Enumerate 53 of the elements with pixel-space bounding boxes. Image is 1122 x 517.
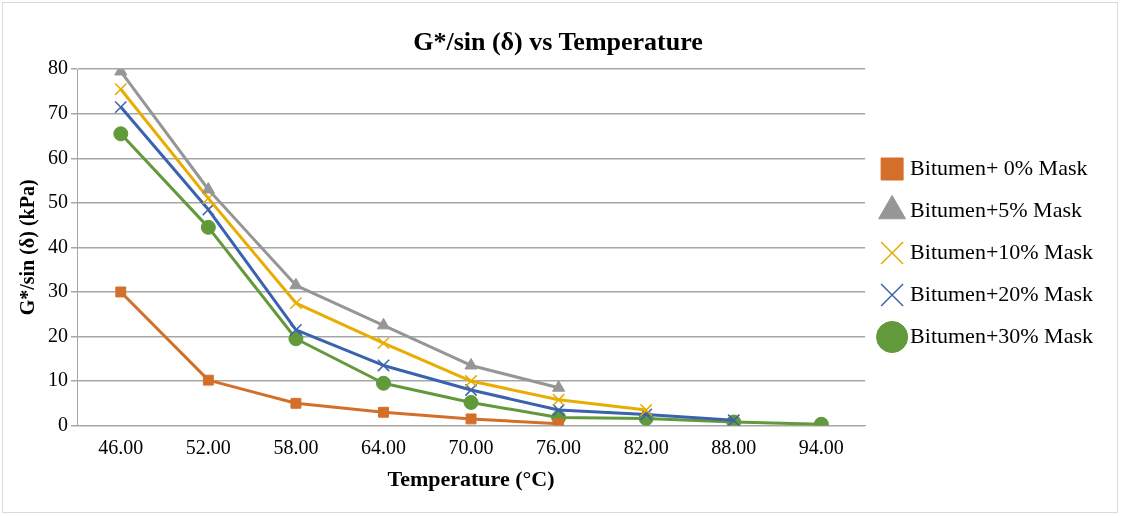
point [113,126,129,142]
y-tick-label: 70 [48,101,68,123]
point [464,374,478,388]
point [290,397,302,409]
y-tick-label: 60 [48,145,68,168]
point [552,403,566,417]
point [465,413,477,425]
point [289,323,303,337]
point [639,408,653,421]
y-tick-label: 10 [48,368,68,391]
legend-label: Bitumen+30% Mask [910,322,1094,348]
x-tick-label: 64.00 [360,435,406,458]
point [377,336,390,350]
x-tick-label: 94.00 [798,435,844,458]
point [377,359,390,372]
point [289,296,303,310]
legend-label: Bitumen+10% Mask [910,238,1094,264]
point [202,374,214,386]
x-tick-label: 82.00 [623,435,669,458]
y-tick-label: 0 [58,412,68,435]
point [375,375,391,391]
point [464,383,478,397]
chart-title: G*/sin (δ) vs Temperature [413,27,703,57]
point [114,82,128,96]
legend-label: Bitumen+20% Mask [910,280,1094,306]
point [114,100,128,114]
point [639,403,653,417]
legend-label: Bitumen+5% Mask [910,196,1083,222]
point [463,394,479,410]
point [289,277,303,290]
point [378,406,389,418]
point [201,181,215,194]
x-tick-label: 76.00 [536,435,582,458]
x-axis-title: Temperature (°C) [387,466,555,492]
point [552,393,566,407]
x-tick-label: 88.00 [711,435,757,458]
y-tick-label: 30 [48,279,68,302]
y-tick-label: 50 [48,190,68,213]
y-tick-label: 40 [48,234,68,257]
y-tick-label: 80 [48,56,68,79]
y-axis-title: G*/sin (δ) (kPa) [16,179,40,316]
point [376,317,391,330]
y-tick-label: 20 [48,323,68,346]
point [200,219,216,235]
x-tick-label: 70.00 [448,435,494,458]
point [288,331,304,347]
x-tick-label: 46.00 [98,435,144,458]
point [464,357,478,370]
x-tick-label: 52.00 [185,435,231,458]
legend-label: Bitumen+ 0% Mask [910,154,1088,180]
point [115,286,127,298]
x-tick-label: 58.00 [273,435,319,458]
point [552,380,566,392]
